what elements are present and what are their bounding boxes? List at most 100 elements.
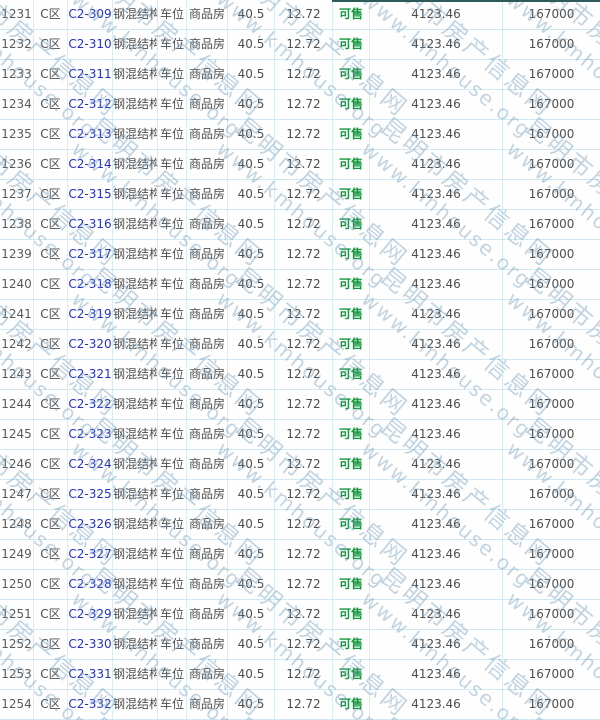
structure-cell: 钢混结构 [113, 360, 158, 389]
area-cell: 40.5 [228, 210, 275, 239]
usage-cell: 商品房 [187, 360, 228, 389]
unit-price-cell: 4123.46 [370, 30, 503, 59]
sale-status-cell: 可售 [333, 150, 370, 179]
unit-price-cell: 4123.46 [370, 660, 503, 689]
usage-cell: 商品房 [187, 30, 228, 59]
type-cell: 车位 [158, 0, 187, 29]
total-price-cell: 167000 [528, 37, 575, 51]
unit-number-link[interactable]: C2-332 [68, 690, 113, 719]
inner-area-cell: 12.72 [275, 180, 333, 209]
unit-number-link[interactable]: C2-324 [68, 450, 113, 479]
structure-cell: 钢混结构 [113, 0, 158, 29]
type-cell: 车位 [158, 270, 187, 299]
usage-cell: 商品房 [187, 60, 228, 89]
area-cell: 40.5 [228, 510, 275, 539]
unit-number-link[interactable]: C2-315 [68, 180, 113, 209]
inner-area-cell: 12.72 [275, 360, 333, 389]
zone-cell: C区 [34, 360, 68, 389]
total-price-cell: 167000 [528, 637, 575, 651]
unit-number-link[interactable]: C2-311 [68, 60, 113, 89]
usage-cell: 商品房 [187, 240, 228, 269]
structure-cell: 钢混结构 [113, 600, 158, 629]
unit-number-link[interactable]: C2-313 [68, 120, 113, 149]
type-cell: 车位 [158, 210, 187, 239]
inner-area-cell: 12.72 [275, 300, 333, 329]
structure-cell: 钢混结构 [113, 120, 158, 149]
type-cell: 车位 [158, 570, 187, 599]
zone-cell: C区 [34, 0, 68, 29]
zone-cell: C区 [34, 600, 68, 629]
table-row: 1241 C区 C2-319 钢混结构 车位 商品房 40.5 12.72 可售 4123.46 1… [0, 300, 600, 330]
unit-number-link[interactable]: C2-318 [68, 270, 113, 299]
structure-cell: 钢混结构 [113, 510, 158, 539]
sale-status-cell: 可售 [333, 270, 370, 299]
sale-status-cell: 可售 [333, 690, 370, 719]
zone-cell: C区 [34, 510, 68, 539]
unit-number-link[interactable]: C2-309 [68, 0, 113, 29]
unit-price-cell: 4123.46 [370, 180, 503, 209]
unit-price-cell: 4123.46 [370, 630, 503, 659]
unit-number-link[interactable]: C2-330 [68, 630, 113, 659]
header-divider-line [332, 0, 600, 2]
table-row: 1235 C区 C2-313 钢混结构 车位 商品房 40.5 12.72 可售 4123.46 1… [0, 120, 600, 150]
unit-price-cell: 4123.46 [370, 450, 503, 479]
unit-number-link[interactable]: C2-322 [68, 390, 113, 419]
inner-area-cell: 12.72 [275, 210, 333, 239]
total-price-cell: 167000 [528, 667, 575, 681]
unit-number-link[interactable]: C2-317 [68, 240, 113, 269]
usage-cell: 商品房 [187, 510, 228, 539]
unit-number-link[interactable]: C2-323 [68, 420, 113, 449]
type-cell: 车位 [158, 420, 187, 449]
unit-number-link[interactable]: C2-316 [68, 210, 113, 239]
zone-cell: C区 [34, 630, 68, 659]
structure-cell: 钢混结构 [113, 180, 158, 209]
row-number-cell: 1236 [0, 150, 34, 179]
table-row: 1240 C区 C2-318 钢混结构 车位 商品房 40.5 12.72 可售 4123.46 1… [0, 270, 600, 300]
sale-status-cell: 可售 [333, 0, 370, 29]
structure-cell: 钢混结构 [113, 210, 158, 239]
unit-number-link[interactable]: C2-310 [68, 30, 113, 59]
type-cell: 车位 [158, 480, 187, 509]
unit-number-link[interactable]: C2-319 [68, 300, 113, 329]
inner-area-cell: 12.72 [275, 600, 333, 629]
inner-area-cell: 12.72 [275, 450, 333, 479]
sale-status-cell: 可售 [333, 60, 370, 89]
area-cell: 40.5 [228, 180, 275, 209]
area-cell: 40.5 [228, 300, 275, 329]
type-cell: 车位 [158, 30, 187, 59]
area-cell: 40.5 [228, 150, 275, 179]
unit-number-link[interactable]: C2-314 [68, 150, 113, 179]
unit-number-link[interactable]: C2-331 [68, 660, 113, 689]
type-cell: 车位 [158, 630, 187, 659]
unit-number-link[interactable]: C2-326 [68, 510, 113, 539]
unit-number-link[interactable]: C2-325 [68, 480, 113, 509]
row-number-cell: 1233 [0, 60, 34, 89]
unit-number-link[interactable]: C2-312 [68, 90, 113, 119]
unit-number-link[interactable]: C2-320 [68, 330, 113, 359]
sale-status-cell: 可售 [333, 450, 370, 479]
unit-price-cell: 4123.46 [370, 540, 503, 569]
unit-number-link[interactable]: C2-321 [68, 360, 113, 389]
unit-number-link[interactable]: C2-329 [68, 600, 113, 629]
structure-cell: 钢混结构 [113, 150, 158, 179]
table-row: 1245 C区 C2-323 钢混结构 车位 商品房 40.5 12.72 可售 4123.46 1… [0, 420, 600, 450]
total-price-cell: 167000 [528, 397, 575, 411]
area-cell: 40.5 [228, 240, 275, 269]
area-cell: 40.5 [228, 450, 275, 479]
usage-cell: 商品房 [187, 300, 228, 329]
unit-number-link[interactable]: C2-327 [68, 540, 113, 569]
structure-cell: 钢混结构 [113, 390, 158, 419]
unit-price-cell: 4123.46 [370, 60, 503, 89]
zone-cell: C区 [34, 90, 68, 119]
unit-number-link[interactable]: C2-328 [68, 570, 113, 599]
structure-cell: 钢混结构 [113, 270, 158, 299]
row-number-cell: 1247 [0, 480, 34, 509]
row-number-cell: 1248 [0, 510, 34, 539]
sale-status-cell: 可售 [333, 570, 370, 599]
unit-price-cell: 4123.46 [370, 150, 503, 179]
area-cell: 40.5 [228, 60, 275, 89]
table-row: 1244 C区 C2-322 钢混结构 车位 商品房 40.5 12.72 可售 4123.46 1… [0, 390, 600, 420]
unit-price-cell: 4123.46 [370, 390, 503, 419]
inner-area-cell: 12.72 [275, 570, 333, 599]
table-row: 1239 C区 C2-317 钢混结构 车位 商品房 40.5 12.72 可售 4123.46 1… [0, 240, 600, 270]
